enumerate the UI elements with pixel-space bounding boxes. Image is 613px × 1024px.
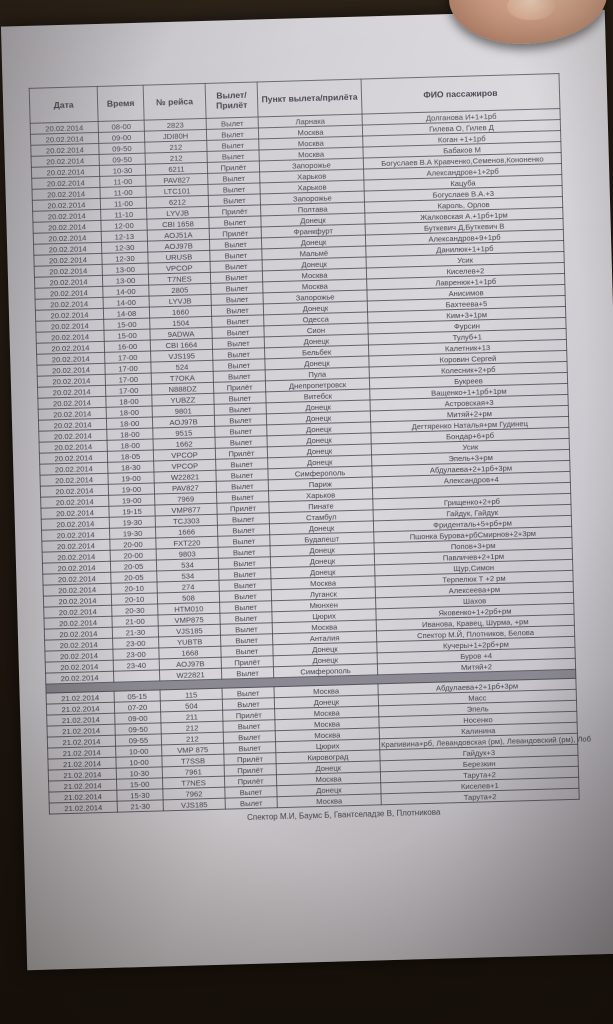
cell-direction: Вылет [225,796,278,810]
paper-sheet: Дата Время № рейса Вылет/ Прилёт Пункт вылет… [0,9,613,971]
flight-table: Дата Время № рейса Вылет/ Прилёт Пункт вылет… [29,73,591,815]
table-body: 20.02.2014 08-00 2823 Вылет Ларнака Долганова… [30,108,591,815]
cell-date: 21.02.2014 [49,801,118,815]
sheet-content: Дата Время № рейса Вылет/ Прилёт Пункт вылет… [29,73,591,828]
header-time: Время [97,85,145,122]
header-direction: Вылет/ Прилёт [205,81,259,119]
header-passengers: ФИО пассажиров [361,73,560,115]
header-point: Пункт вылета/прилёта [257,79,363,117]
cell-point: Москва [277,793,382,808]
fingernail [507,0,555,20]
cell-flight_no: VJS185 [163,798,226,811]
header-flight_no: № рейса [143,83,207,121]
cell-time: 21-30 [117,799,164,813]
header-date: Дата [29,86,99,124]
